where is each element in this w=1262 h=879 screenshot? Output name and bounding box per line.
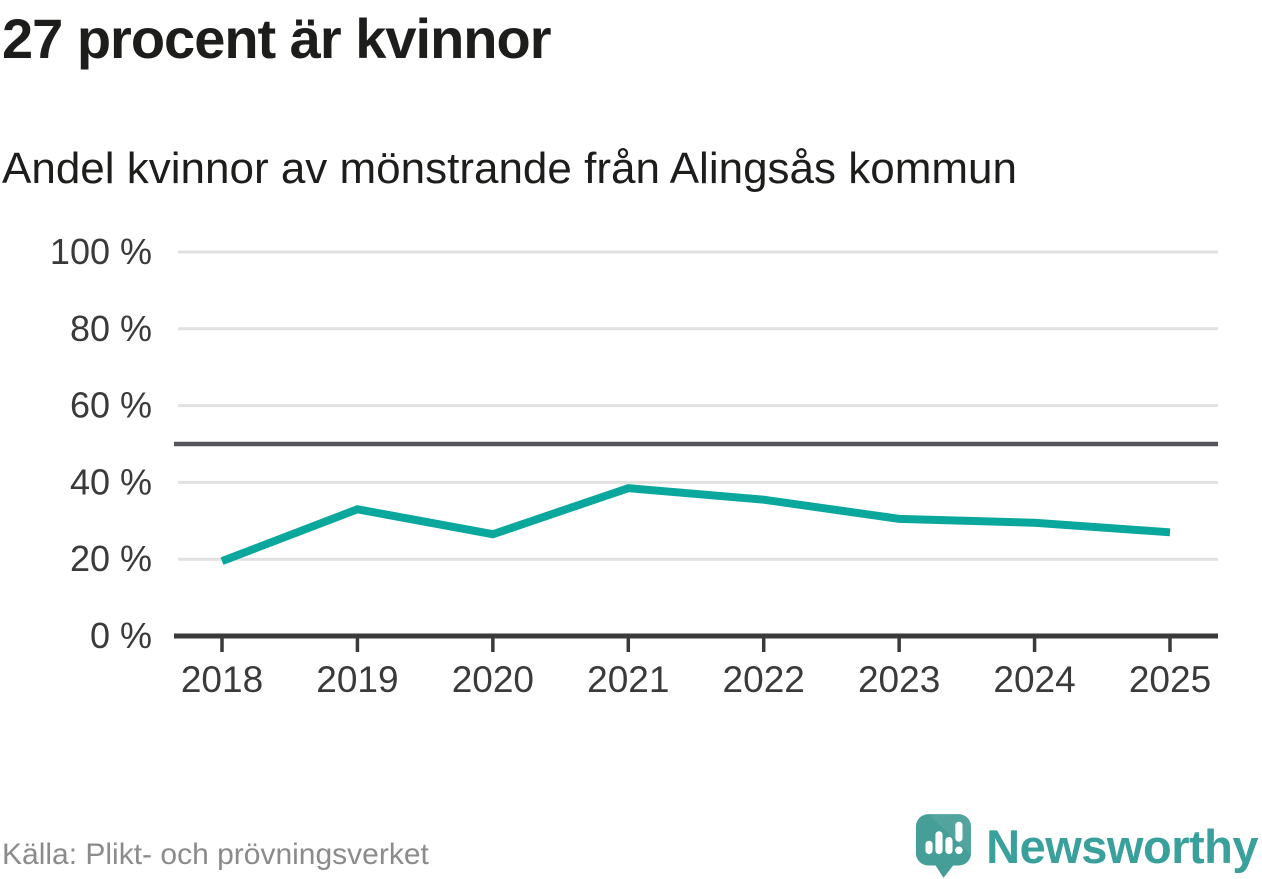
newsworthy-logo-icon xyxy=(916,814,972,878)
source-note: Källa: Plikt- och prövningsverket xyxy=(2,838,429,871)
x-axis-label: 2023 xyxy=(858,659,940,700)
y-axis-label: 60 % xyxy=(70,385,152,426)
data-line xyxy=(220,484,1171,565)
x-axis-label: 2018 xyxy=(181,659,263,700)
logo-exclamation-dot xyxy=(955,846,963,855)
logo-bar-short xyxy=(925,840,933,855)
data-series xyxy=(220,484,1171,565)
logo-bar-tall xyxy=(935,831,943,855)
brand-logo: Newsworthy xyxy=(915,813,1258,879)
y-axis-label: 40 % xyxy=(70,461,152,502)
x-axis-label: 2021 xyxy=(587,659,669,700)
logo-exclamation-bar xyxy=(955,821,963,842)
x-axis-label: 2025 xyxy=(1129,659,1211,700)
y-axis-label: 80 % xyxy=(70,308,152,349)
x-axis-label: 2020 xyxy=(452,659,534,700)
x-axis-labels: 2018 2019 2020 2021 2022 2023 2024 2025 xyxy=(181,659,1211,700)
chart-title: 27 procent är kvinnor xyxy=(2,7,552,70)
brand-name: Newsworthy xyxy=(986,819,1258,873)
y-axis-label: 20 % xyxy=(70,538,152,579)
x-axis-label: 2024 xyxy=(993,659,1075,700)
y-axis-label: 100 % xyxy=(50,231,152,272)
chart-subtitle: Andel kvinnor av mönstrande från Alingså… xyxy=(2,144,1017,193)
x-axis-label: 2022 xyxy=(723,659,805,700)
x-axis xyxy=(174,633,1218,652)
y-axis-label: 0 % xyxy=(90,615,152,656)
logo-bar-medium xyxy=(945,836,953,855)
x-axis-label: 2019 xyxy=(316,659,398,700)
gridlines xyxy=(178,250,1218,561)
y-axis-labels: 0 % 20 % 40 % 60 % 80 % 100 % xyxy=(50,231,152,656)
